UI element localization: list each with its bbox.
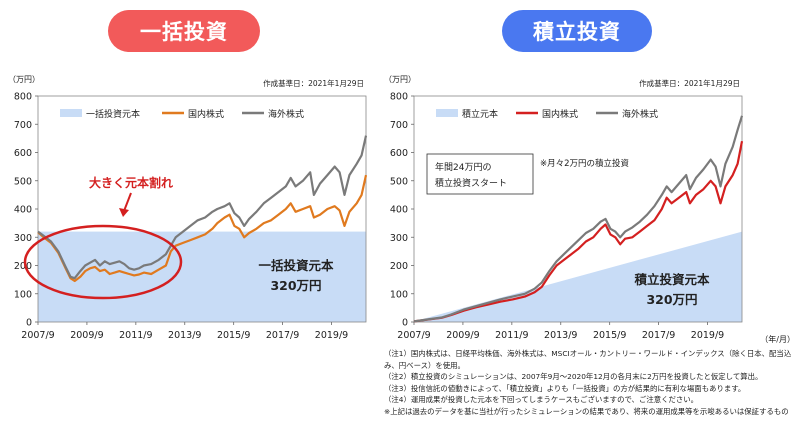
- legend-label-foreign: 海外株式: [622, 108, 658, 120]
- y-unit-label: （万円）: [8, 75, 40, 84]
- x-tick-label: 2013/9: [168, 330, 201, 341]
- footnote-3: （注3）投信信託の値動きによって、「積立投資」よりも「一括投資」の方が結果的に有…: [384, 383, 746, 393]
- dca-chart: （万円） 作成基準日：2021年1月29日 0 100 200 300 400 500 600 7…: [384, 75, 795, 344]
- lump-sum-title-badge: 一括投資: [108, 10, 260, 52]
- principal-area: [414, 231, 742, 322]
- legend-swatch-principal: [436, 109, 458, 117]
- legend-swatch-principal: [60, 109, 82, 117]
- footnote-5: ※上記は過去のデータを基に当社が行ったシミュレーションの結果であり、将来の運用成…: [384, 406, 789, 416]
- y-tick-label: 600: [390, 148, 408, 159]
- legend-label-foreign: 海外株式: [268, 108, 304, 120]
- dca-title-badge: 積立投資: [502, 10, 652, 52]
- drawdown-callout-ellipse: [23, 224, 183, 300]
- y-unit-label: （万円）: [384, 75, 416, 84]
- y-tick-label: 200: [390, 261, 408, 272]
- y-tick-label: 800: [14, 92, 32, 103]
- legend-label-domestic: 国内株式: [542, 108, 578, 120]
- footnote-2: （注2）積立投資のシミュレーションは、2007年9月～2020年12月の各月末に…: [384, 372, 763, 382]
- series-line-foreign: [37, 135, 368, 280]
- x-tick-label: 2007/9: [397, 330, 430, 341]
- footnote-4: （注4）運用成果が投資した元本を下回ってしまうケースもございますので、ご注意くだ…: [384, 395, 699, 405]
- legend-label-principal: 積立元本: [462, 108, 498, 120]
- as-of-date: 作成基準日：2021年1月29日: [263, 78, 364, 88]
- drawdown-callout-text: 大きく元本割れ: [89, 175, 173, 190]
- y-tick-label: 300: [14, 233, 32, 244]
- x-tick-label: 2009/9: [446, 330, 479, 341]
- x-tick-label: 2017/9: [642, 330, 675, 341]
- drawdown-callout-arrowhead: [119, 208, 129, 217]
- x-tick-label: 2019/9: [691, 330, 724, 341]
- series-line-domestic: [413, 140, 744, 323]
- drawdown-callout-arrow: [123, 192, 132, 212]
- y-tick-label: 100: [14, 289, 32, 300]
- footnotes: （注1）国内株式は、日経平均株価、海外株式は、MSCIオール・カントリー・ワール…: [384, 348, 796, 418]
- y-tick-label: 400: [390, 205, 408, 216]
- y-tick-label: 400: [14, 205, 32, 216]
- principal-annotation-value: 320万円: [270, 278, 321, 293]
- lump-sum-chart: （万円） 作成基準日：2021年1月29日 0 100 200 300 400 500 600 7…: [8, 75, 368, 341]
- x-tick-label: 2009/9: [70, 330, 103, 341]
- x-tick-label: 2015/9: [217, 330, 250, 341]
- legend-label-principal: 一括投資元本: [86, 108, 140, 120]
- x-tick-label: 2011/9: [119, 330, 152, 341]
- y-tick-label: 500: [14, 176, 32, 187]
- dca-start-box-line1: 年間24万円の: [435, 161, 491, 173]
- x-tick-label: 2011/9: [495, 330, 528, 341]
- y-tick-label: 800: [390, 92, 408, 103]
- y-tick-label: 100: [390, 289, 408, 300]
- x-tick-label: 2013/9: [544, 330, 577, 341]
- x-tick-label: 2007/9: [21, 330, 54, 341]
- series-line-domestic: [37, 174, 368, 283]
- y-tick-label: 0: [26, 318, 32, 329]
- y-tick-label: 300: [390, 233, 408, 244]
- as-of-date: 作成基準日：2021年1月29日: [639, 78, 740, 88]
- x-tick-label: 2015/9: [593, 330, 626, 341]
- x-tick-label: 2017/9: [266, 330, 299, 341]
- y-tick-label: 600: [14, 148, 32, 159]
- principal-annotation-label: 積立投資元本: [633, 272, 710, 287]
- legend-label-domestic: 国内株式: [188, 108, 224, 120]
- y-tick-label: 0: [402, 318, 408, 329]
- x-unit-label: （年/月）: [760, 334, 795, 344]
- y-tick-label: 500: [390, 176, 408, 187]
- series-line-foreign: [413, 115, 744, 323]
- dca-start-box: [426, 153, 534, 195]
- principal-annotation-value: 320万円: [646, 292, 697, 307]
- y-tick-label: 200: [14, 261, 32, 272]
- principal-annotation-label: 一括投資元本: [258, 258, 334, 273]
- y-tick-label: 700: [390, 120, 408, 131]
- dca-start-box-line2: 積立投資スタート: [435, 177, 507, 189]
- y-tick-label: 700: [14, 120, 32, 131]
- principal-area: [38, 231, 366, 322]
- dca-monthly-note: ※月々2万円の積立投資: [540, 158, 629, 169]
- footnote-1: （注1）国内株式は、日経平均株価、海外株式は、MSCIオール・カントリー・ワール…: [384, 349, 792, 370]
- x-tick-label: 2019/9: [315, 330, 348, 341]
